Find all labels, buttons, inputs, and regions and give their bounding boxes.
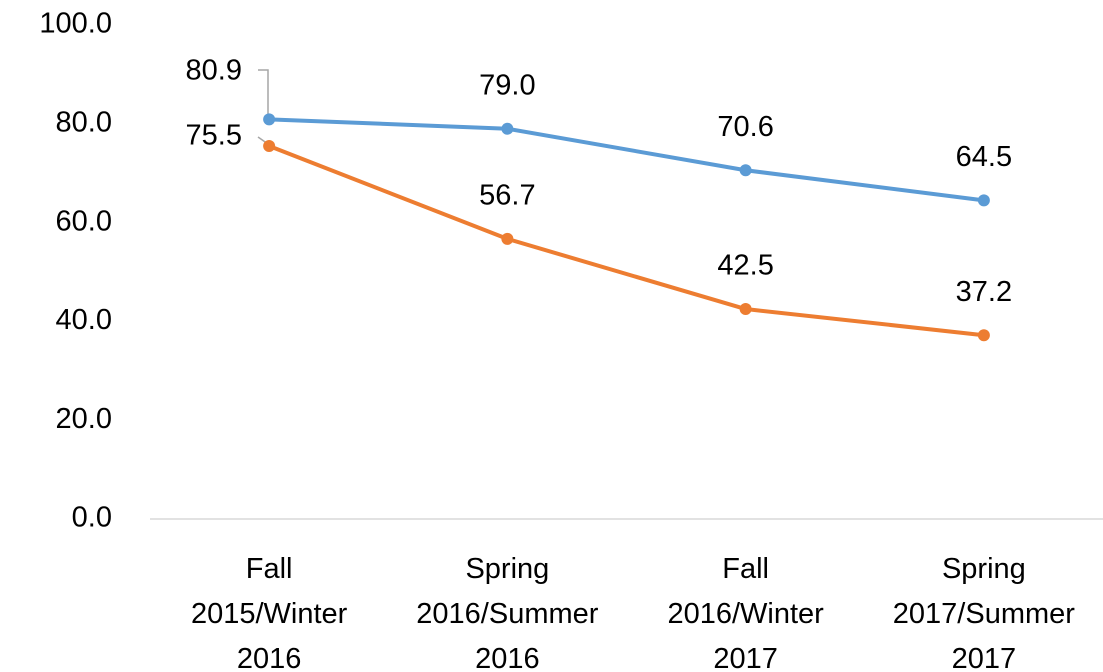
data-label: 80.9: [186, 55, 242, 87]
data-label: 79.0: [479, 69, 535, 101]
x-tick-label: Spring 2017/Summer 2017: [893, 553, 1075, 672]
data-point: [263, 140, 276, 153]
data-point: [977, 329, 990, 342]
data-label: 64.5: [956, 141, 1012, 173]
data-point: [739, 164, 752, 177]
data-label: 37.2: [956, 276, 1012, 308]
x-tick-label: Fall 2015/Winter 2016: [191, 553, 348, 672]
y-tick-label: 80.0: [56, 106, 112, 138]
data-label: 70.6: [717, 111, 773, 143]
data-point: [739, 303, 752, 316]
y-tick-label: 0.0: [72, 502, 112, 534]
x-tick-label: Spring 2016/Summer 2016: [416, 553, 598, 672]
x-tick-label: Fall 2016/Winter 2017: [667, 553, 824, 672]
data-point: [501, 122, 514, 135]
y-tick-label: 20.0: [56, 403, 112, 435]
data-point: [977, 194, 990, 207]
series-line: [269, 117, 985, 203]
data-label: 42.5: [717, 250, 773, 282]
y-tick-label: 60.0: [56, 205, 112, 237]
series-line: [268, 144, 985, 338]
data-label: 75.5: [186, 120, 242, 152]
leader-line: [258, 69, 269, 116]
data-point: [501, 232, 514, 245]
y-tick-label: 100.0: [39, 8, 112, 40]
data-point: [263, 113, 276, 126]
data-label: 56.7: [479, 180, 535, 212]
y-tick-label: 40.0: [56, 304, 112, 336]
